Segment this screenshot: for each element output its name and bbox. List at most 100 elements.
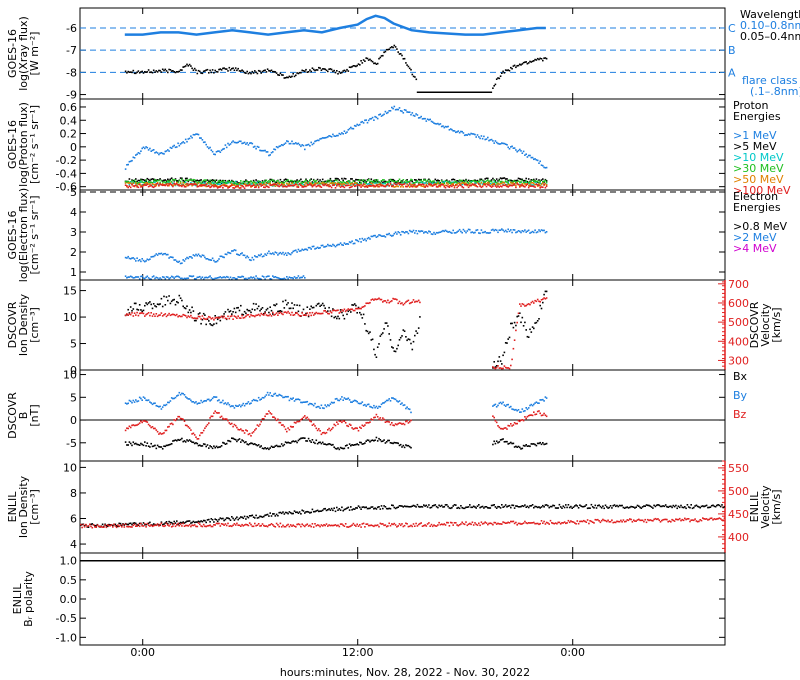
data-point (174, 439, 177, 441)
data-point (150, 312, 152, 314)
data-point (495, 406, 498, 408)
data-point (179, 523, 182, 525)
data-point (370, 59, 373, 62)
data-point (136, 308, 138, 311)
data-point (193, 183, 196, 185)
right-tick-label: 300 (728, 354, 749, 367)
flare-class-label: A (728, 66, 736, 79)
data-point (133, 523, 136, 526)
data-point (336, 448, 338, 450)
data-point (197, 402, 200, 404)
data-point (188, 523, 191, 526)
data-point (94, 526, 96, 528)
data-point (462, 132, 465, 134)
data-point (195, 253, 197, 256)
data-point (438, 184, 440, 186)
data-point (626, 506, 629, 508)
data-point (261, 307, 264, 309)
data-point (508, 425, 511, 427)
data-point (379, 508, 382, 510)
data-point (260, 398, 262, 400)
data-point (131, 71, 133, 74)
data-point (415, 78, 418, 81)
data-point (228, 517, 231, 520)
data-point (384, 236, 387, 238)
data-point (210, 324, 213, 326)
data-point (374, 406, 376, 409)
data-point (398, 400, 401, 402)
data-point (401, 402, 403, 404)
data-point (274, 251, 277, 253)
data-point (544, 186, 547, 189)
data-point (183, 525, 186, 527)
data-point (493, 504, 495, 506)
data-point (410, 183, 412, 186)
data-point (362, 506, 365, 508)
data-point (204, 184, 206, 186)
data-point (164, 429, 167, 432)
y-tick-label: 4 (70, 206, 77, 219)
data-point (150, 181, 152, 184)
data-point (359, 506, 361, 509)
data-point (304, 512, 306, 514)
data-point (501, 180, 503, 183)
data-point (366, 183, 369, 185)
data-point (138, 182, 141, 184)
data-point (208, 147, 210, 150)
data-point (296, 398, 298, 401)
data-point (428, 181, 430, 183)
data-point (533, 158, 535, 161)
data-point (346, 424, 348, 427)
data-point (389, 300, 392, 303)
legend-entry: >30 MeV (733, 162, 784, 175)
data-point (297, 142, 300, 145)
data-point (338, 71, 341, 73)
data-point (515, 445, 517, 448)
data-point (183, 260, 186, 262)
data-point (306, 249, 309, 251)
data-point (457, 506, 460, 509)
data-point (292, 397, 294, 399)
data-point (197, 315, 200, 318)
data-point (136, 184, 138, 187)
data-point (389, 234, 392, 237)
legend-title: Energies (733, 201, 781, 214)
data-point (174, 71, 177, 74)
data-point (242, 517, 245, 519)
data-point (320, 312, 323, 315)
data-point (246, 278, 248, 280)
data-point (188, 427, 191, 429)
data-point (336, 179, 338, 182)
data-point (144, 184, 146, 186)
data-point (375, 356, 378, 358)
data-point (359, 64, 361, 66)
data-point (141, 310, 143, 313)
data-point (594, 504, 597, 507)
data-point (530, 331, 533, 333)
data-point (135, 178, 137, 180)
data-point (465, 182, 467, 185)
data-point (471, 180, 474, 182)
data-point (341, 506, 343, 509)
data-point (414, 505, 416, 507)
data-point (332, 402, 334, 404)
data-point (530, 182, 533, 184)
data-point (327, 179, 329, 182)
data-point (534, 402, 536, 404)
data-point (287, 140, 289, 143)
data-point (263, 186, 265, 188)
data-point (265, 179, 268, 182)
data-point (156, 523, 159, 525)
data-point (236, 516, 238, 518)
data-point (155, 305, 158, 308)
data-point (304, 184, 306, 187)
data-point (149, 446, 151, 448)
data-point (174, 259, 177, 261)
data-point (328, 135, 330, 137)
data-point (301, 312, 303, 314)
data-point (465, 134, 467, 136)
data-point (498, 441, 501, 443)
data-point (678, 506, 681, 509)
data-point (297, 248, 300, 251)
data-point (240, 405, 242, 408)
